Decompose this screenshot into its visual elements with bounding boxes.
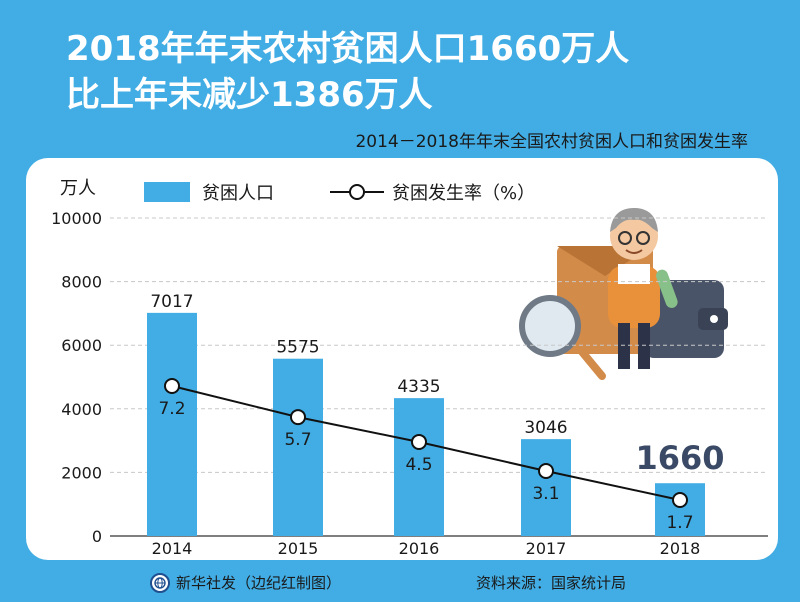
footer-credit-text: 新华社发（边纪红制图） bbox=[176, 574, 342, 592]
bar-value-label: 7017 bbox=[150, 292, 193, 312]
y-tick-label: 10000 bbox=[51, 209, 102, 228]
chart: 0 2000 4000 6000 8000 10000 万人 7.2 5.7 4.5 3.1 1.7… bbox=[51, 178, 768, 558]
wallet-button-icon bbox=[710, 315, 718, 323]
y-tick-label: 2000 bbox=[61, 463, 102, 482]
bar-value-label-highlight: 1660 bbox=[635, 439, 724, 477]
y-tick-label: 0 bbox=[92, 527, 102, 546]
magnifier-icon bbox=[519, 295, 581, 357]
y-tick-label: 4000 bbox=[61, 400, 102, 419]
chart-legend: 贫困人口 贫困发生率（%） bbox=[144, 182, 535, 204]
footer-source: 资料来源：国家统计局 bbox=[476, 574, 627, 592]
rate-value-label: 4.5 bbox=[405, 455, 432, 475]
bar-value-label: 5575 bbox=[276, 338, 319, 358]
elder-collar-icon bbox=[618, 264, 650, 284]
elder-mouth-icon bbox=[625, 249, 643, 254]
rate-value-label: 3.1 bbox=[532, 484, 559, 504]
xinhua-globe-icon bbox=[150, 572, 170, 593]
x-tick-label: 2017 bbox=[526, 539, 567, 558]
elder-head-icon bbox=[610, 212, 658, 260]
elder-glasses-right-icon bbox=[636, 231, 650, 245]
elder-leg-right-icon bbox=[638, 323, 650, 369]
y-tick-label: 6000 bbox=[61, 336, 102, 355]
y-tick-label: 8000 bbox=[61, 273, 102, 292]
legend-bar-label: 贫困人口 bbox=[202, 183, 274, 204]
bar bbox=[273, 358, 323, 536]
chart-labels: 2014 2015 2016 2017 2018 7017 5575 4335 3046 1660 bbox=[150, 292, 724, 558]
bar bbox=[394, 398, 444, 536]
bar bbox=[521, 439, 571, 536]
rate-point bbox=[290, 409, 306, 426]
rate-value-label: 1.7 bbox=[666, 513, 693, 533]
chart-line: 7.2 5.7 4.5 3.1 1.7 bbox=[158, 378, 694, 533]
x-tick-label: 2014 bbox=[152, 539, 193, 558]
chart-panel: 0 2000 4000 6000 8000 10000 万人 7.2 5.7 4.5 3.1 1.7… bbox=[26, 158, 778, 560]
x-tick-label: 2018 bbox=[660, 539, 701, 558]
elder-leg-left-icon bbox=[618, 323, 630, 369]
legend-line-marker bbox=[349, 184, 365, 200]
y-axis-label: 万人 bbox=[60, 178, 96, 199]
elder-glasses-left-icon bbox=[618, 231, 632, 245]
rate-point bbox=[411, 433, 427, 450]
rate-point bbox=[164, 378, 180, 394]
footer-credit: 新华社发（边纪红制图） bbox=[150, 572, 341, 593]
headline-line1: 2018年年末农村贫困人口1660万人 bbox=[66, 29, 630, 69]
poor-elder-illustration bbox=[519, 208, 728, 380]
legend-bar-swatch bbox=[144, 182, 190, 202]
x-tick-label: 2016 bbox=[399, 539, 440, 558]
bar-value-label: 4335 bbox=[397, 377, 440, 397]
legend-line-label: 贫困发生率（%） bbox=[392, 183, 535, 204]
bar bbox=[147, 312, 197, 536]
headline: 2018年年末农村贫困人口1660万人 比上年末减少1386万人 bbox=[66, 26, 766, 118]
bar-value-label: 3046 bbox=[524, 418, 567, 438]
rate-value-label: 7.2 bbox=[158, 399, 185, 419]
chart-subtitle: 2014－2018年年末全国农村贫困人口和贫困发生率 bbox=[355, 132, 748, 152]
rate-point bbox=[538, 462, 554, 479]
headline-line2: 比上年末减少1386万人 bbox=[66, 75, 433, 115]
wallet-icon bbox=[644, 280, 724, 358]
elder-hair-icon bbox=[610, 208, 658, 232]
elder-arm-icon bbox=[656, 269, 678, 308]
rate-point bbox=[672, 492, 688, 508]
rate-value-label: 5.7 bbox=[284, 430, 311, 450]
x-tick-label: 2015 bbox=[278, 539, 319, 558]
